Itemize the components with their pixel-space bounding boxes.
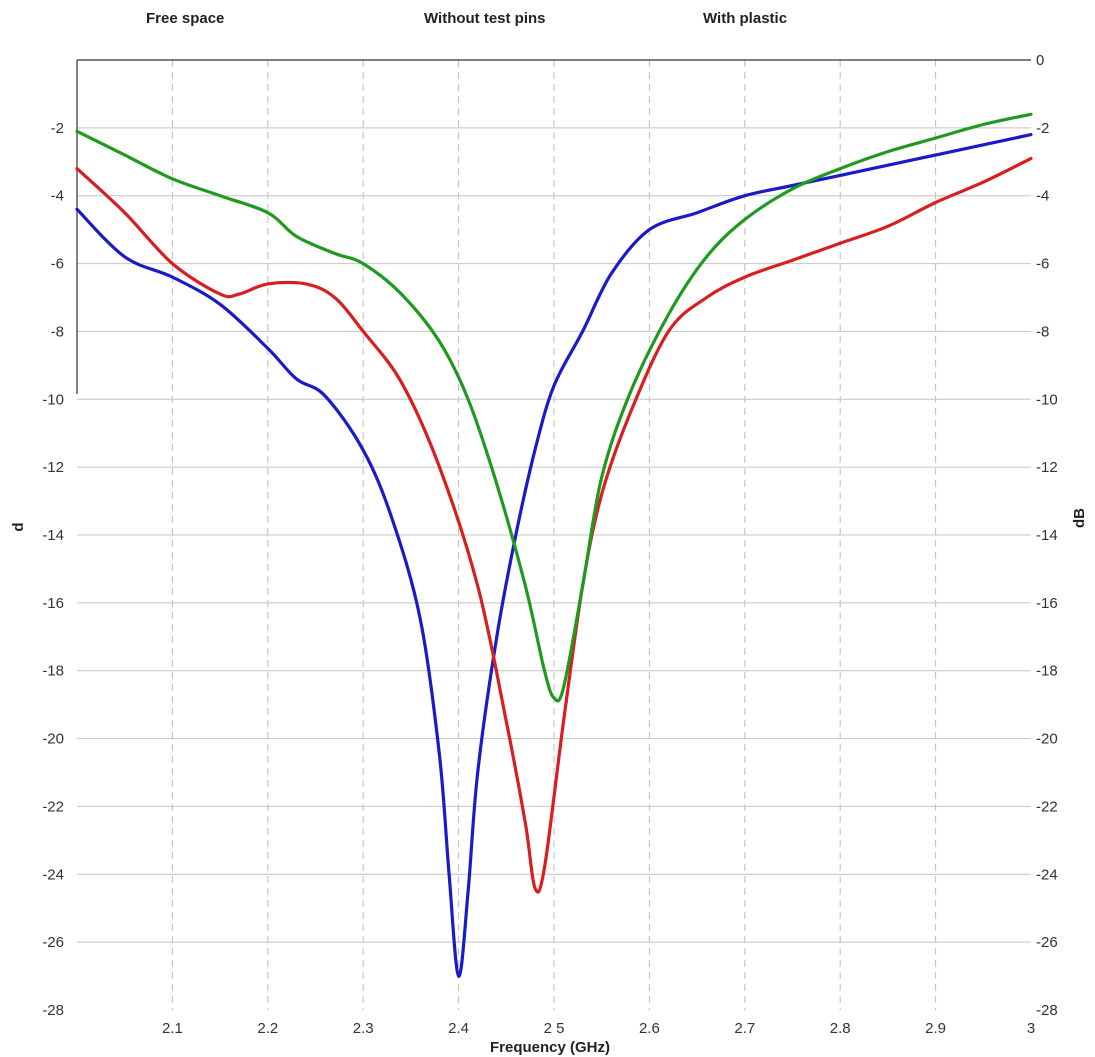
y-tick-label-left: -14 [42,527,64,544]
y-tick-label-left: -6 [51,256,64,273]
y-tick-label-left: -18 [42,663,64,680]
y-tick-label-right: -8 [1036,323,1049,340]
x-tick-label: 2.6 [639,1020,660,1037]
y-tick-label-right: -2 [1036,120,1049,137]
series-line-free-space [75,133,1033,978]
x-axis-title: Frequency (GHz) [490,1039,610,1056]
y-tick-label-right: -26 [1036,934,1058,951]
x-tick-label: 3 [1027,1020,1035,1037]
legend-label-without-test-pins: Without test pins [424,10,546,27]
y-tick-label-right: -16 [1036,595,1058,612]
y-tick-label-left: -24 [42,866,64,883]
x-tick-label: 2.1 [162,1020,183,1037]
y-tick-label-right: -10 [1036,391,1058,408]
y-tick-label-right: -12 [1036,459,1058,476]
y-tick-label-left: -22 [42,798,64,815]
x-tick-label: 2.2 [257,1020,278,1037]
y-tick-label-left: -12 [42,459,64,476]
y-tick-label-left: -28 [42,1002,64,1019]
y-tick-labels-left: -2 -4 -6 -8 -10 -12 -14 -16 -18 -20 -22 -24 -26 -28 [42,120,64,1019]
x-tick-label: 2.4 [448,1020,469,1037]
series-line-with-plastic [75,112,1033,703]
x-tick-label: 2.3 [353,1020,374,1037]
y-tick-label-right: 0 [1036,52,1044,69]
y-tick-label-left: -10 [42,391,64,408]
y-tick-label-left: -8 [51,323,64,340]
y-tick-label-right: -22 [1036,798,1058,815]
y-axis-title-left: d [10,522,27,531]
x-tick-label: 2.7 [734,1020,755,1037]
y-tick-label-left: -20 [42,731,64,748]
y-tick-label-right: -28 [1036,1002,1058,1019]
y-tick-label-right: -24 [1036,866,1058,883]
x-tick-label: 2.8 [830,1020,851,1037]
y-tick-label-right: -4 [1036,188,1049,205]
y-tick-label-left: -16 [42,595,64,612]
series-layer [75,112,1033,978]
x-tick-label: 2 5 [544,1020,565,1037]
y-tick-label-right: -18 [1036,663,1058,680]
y-tick-label-left: -26 [42,934,64,951]
y-tick-label-right: -14 [1036,527,1058,544]
legend-label-free-space: Free space [146,10,225,27]
series-line-without-test-pins [75,156,1033,894]
y-axis-title-right: dB [1071,508,1088,528]
y-tick-label-right: -6 [1036,256,1049,273]
y-tick-labels-right: 0 -2 -4 -6 -8 -10 -12 -14 -16 -18 -20 -22 -24 -26 -28 [1036,52,1058,1019]
y-tick-label-left: -4 [51,188,64,205]
x-tick-label: 2.9 [925,1020,946,1037]
y-tick-label-left: -2 [51,120,64,137]
legend-label-with-plastic: With plastic [703,10,788,27]
y-tick-label-right: -20 [1036,731,1058,748]
x-tick-labels: 2.1 2.2 2.3 2.4 2 5 2.6 2.7 2.8 2.9 3 [162,1020,1035,1037]
